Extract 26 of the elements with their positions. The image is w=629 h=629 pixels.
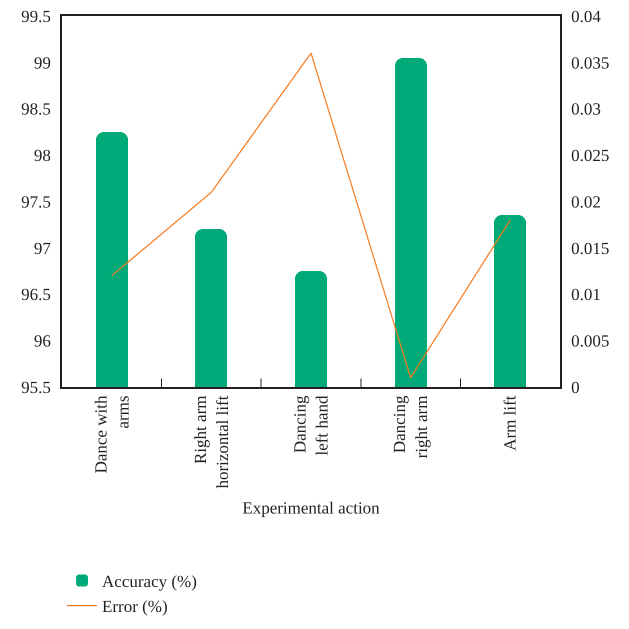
y-tick-label: 95.5 [21,378,51,397]
y-tick-label: 96 [34,332,51,351]
y2-tick-label: 0 [571,378,580,397]
y-tick-label: 98 [34,146,51,166]
x-tick-label: Dance with arms [91,395,132,474]
y2-tick-label: 0.02 [571,192,601,212]
y2-tick-label: 0.005 [571,332,610,351]
y-tick-label: 96.5 [21,285,51,304]
y2-tick-label: 0.01 [571,285,601,304]
line-series [111,52,511,378]
legend-label: Error (%) [102,597,168,616]
x-tick-label: Dancing right arm [390,395,432,458]
y-tick-label: 98.5 [21,100,51,119]
y2-tick-label: 0.025 [571,146,610,166]
x-tick-label: Arm lift [500,395,520,451]
y2-tick-label: 0.015 [571,238,610,258]
y-tick-label: 99.5 [21,6,51,26]
y-tick-label: 97 [34,238,52,258]
y2-tick-label: 0.03 [571,100,601,119]
legend-label: Accuracy (%) [102,572,197,592]
y-tick-label: 97.5 [21,192,51,212]
y-tick-label: 99 [34,53,51,72]
x-axis-title: Experimental action [242,498,380,518]
y2-tick-label: 0.04 [571,6,602,26]
x-tick-label: Dancing left hand [290,395,332,456]
y2-tick-label: 0.035 [571,53,610,72]
